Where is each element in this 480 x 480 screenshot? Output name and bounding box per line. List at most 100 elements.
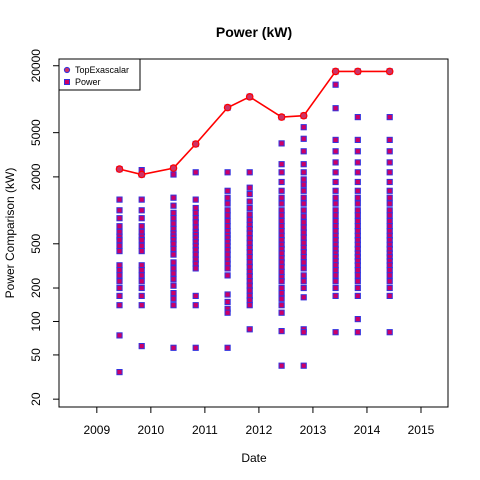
power-point	[300, 284, 307, 292]
power-point	[246, 184, 253, 191]
power-point	[278, 309, 285, 316]
power-point	[354, 329, 361, 336]
y-tick-label: 2000	[29, 163, 43, 190]
x-tick-label: 2011	[192, 423, 218, 437]
power-point	[354, 159, 361, 166]
power-point	[386, 207, 393, 214]
power-point	[300, 135, 307, 142]
power-point	[116, 292, 123, 299]
legend-label-power: Power	[75, 77, 101, 87]
power-point	[278, 302, 285, 309]
legend: TopExascalar Power	[58, 58, 141, 91]
power-point	[224, 187, 231, 194]
power-point	[300, 194, 307, 201]
power-point	[138, 196, 145, 203]
power-point	[246, 326, 253, 333]
power-point	[300, 176, 307, 183]
power-point	[278, 268, 285, 275]
power-point	[192, 219, 199, 226]
power-point	[224, 200, 231, 207]
power-points	[116, 68, 393, 376]
power-point	[386, 187, 393, 194]
power-point	[116, 196, 123, 203]
power-point	[192, 302, 199, 309]
power-point	[300, 272, 307, 279]
top-exascalar-point	[385, 67, 394, 76]
power-point	[138, 302, 145, 309]
power-point	[170, 202, 177, 209]
power-point	[138, 215, 145, 222]
power-point	[332, 136, 339, 144]
y-tick-label: 500	[29, 233, 43, 253]
power-point	[300, 187, 307, 194]
power-point	[332, 292, 339, 299]
x-tick-label: 2010	[137, 423, 164, 437]
power-point	[138, 267, 145, 274]
power-point	[278, 284, 285, 292]
power-point	[354, 316, 361, 323]
power-point	[332, 267, 339, 274]
power-point	[170, 302, 177, 309]
power-point	[386, 148, 393, 155]
x-axis: 2009 2010 2011 2012 2013 2014 2015	[83, 406, 435, 437]
power-point	[278, 187, 285, 194]
power-point	[224, 309, 231, 316]
power-point	[138, 292, 145, 299]
power-point	[300, 181, 307, 188]
power-point	[170, 270, 177, 277]
power-point	[386, 114, 393, 121]
power-point	[278, 295, 285, 302]
power-point	[332, 278, 339, 285]
power-point	[386, 212, 393, 219]
power-point	[170, 220, 177, 227]
power-point	[332, 329, 339, 336]
power-point	[386, 218, 393, 225]
power-point	[300, 294, 307, 301]
power-point	[332, 207, 339, 214]
top-exascalar-series	[115, 67, 394, 179]
power-point	[354, 278, 361, 285]
power-point	[170, 290, 177, 297]
power-point	[138, 207, 145, 214]
power-point	[332, 272, 339, 279]
power-point	[116, 267, 123, 274]
power-point	[170, 171, 177, 178]
power-point	[170, 259, 177, 266]
power-point	[246, 211, 253, 218]
power-point	[224, 218, 231, 225]
power-point	[354, 200, 361, 207]
power-point	[332, 284, 339, 292]
power-point	[386, 284, 393, 292]
power-point	[278, 218, 285, 225]
power-point	[278, 200, 285, 207]
power-point	[300, 161, 307, 168]
power-point	[138, 223, 145, 230]
power-point	[386, 200, 393, 207]
power-point	[224, 251, 231, 258]
top-exascalar-point	[299, 111, 308, 120]
top-exascalar-point	[223, 103, 232, 112]
power-point	[224, 291, 231, 298]
x-tick-label: 2009	[83, 423, 110, 437]
power-point	[224, 272, 231, 279]
top-exascalar-line	[119, 70, 390, 176]
power-point	[386, 272, 393, 279]
power-point	[354, 178, 361, 186]
power-point	[246, 273, 253, 280]
power-point	[246, 302, 253, 309]
x-tick-label: 2014	[354, 423, 381, 437]
power-point	[278, 278, 285, 285]
power-point	[300, 207, 307, 214]
power-point	[332, 187, 339, 194]
power-point	[278, 161, 285, 168]
power-point	[138, 242, 145, 249]
power-point	[246, 204, 253, 212]
power-point	[300, 148, 307, 155]
power-point	[170, 209, 177, 216]
power-point	[170, 295, 177, 302]
y-tick-label: 20	[29, 392, 43, 406]
power-point	[332, 105, 339, 112]
power-point	[116, 223, 123, 230]
power-point	[278, 290, 285, 297]
